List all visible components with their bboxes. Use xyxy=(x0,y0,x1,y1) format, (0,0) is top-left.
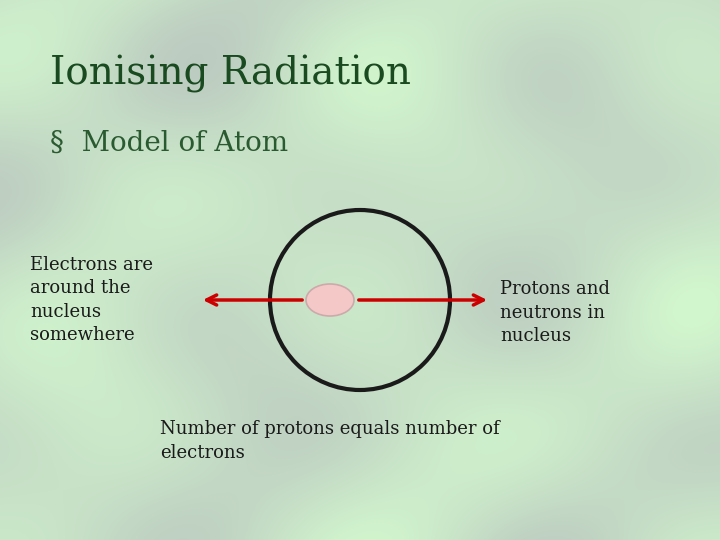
Text: Protons and
neutrons in
nucleus: Protons and neutrons in nucleus xyxy=(500,280,610,345)
Ellipse shape xyxy=(306,284,354,316)
Text: Electrons are
around the
nucleus
somewhere: Electrons are around the nucleus somewhe… xyxy=(30,255,153,345)
Text: Number of protons equals number of
electrons: Number of protons equals number of elect… xyxy=(160,420,500,462)
Text: §  Model of Atom: § Model of Atom xyxy=(50,130,288,157)
Text: Ionising Radiation: Ionising Radiation xyxy=(50,55,411,93)
